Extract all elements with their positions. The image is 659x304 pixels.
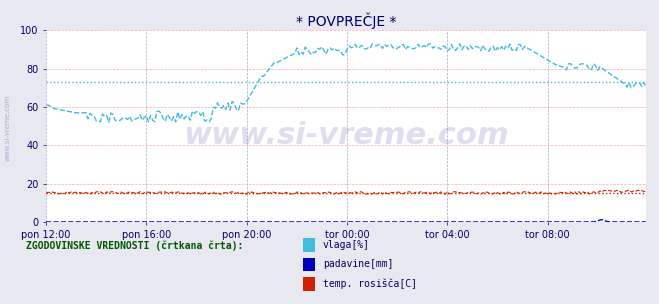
Text: padavine[mm]: padavine[mm]	[323, 260, 393, 269]
Text: www.si-vreme.com: www.si-vreme.com	[5, 95, 11, 161]
Text: vlaga[%]: vlaga[%]	[323, 240, 370, 250]
Title: * POVPREČJE *: * POVPREČJE *	[296, 13, 396, 29]
Text: www.si-vreme.com: www.si-vreme.com	[183, 121, 509, 150]
Text: temp. rosišča[C]: temp. rosišča[C]	[323, 279, 417, 289]
Text: ZGODOVINSKE VREDNOSTI (črtkana črta):: ZGODOVINSKE VREDNOSTI (črtkana črta):	[26, 240, 244, 251]
